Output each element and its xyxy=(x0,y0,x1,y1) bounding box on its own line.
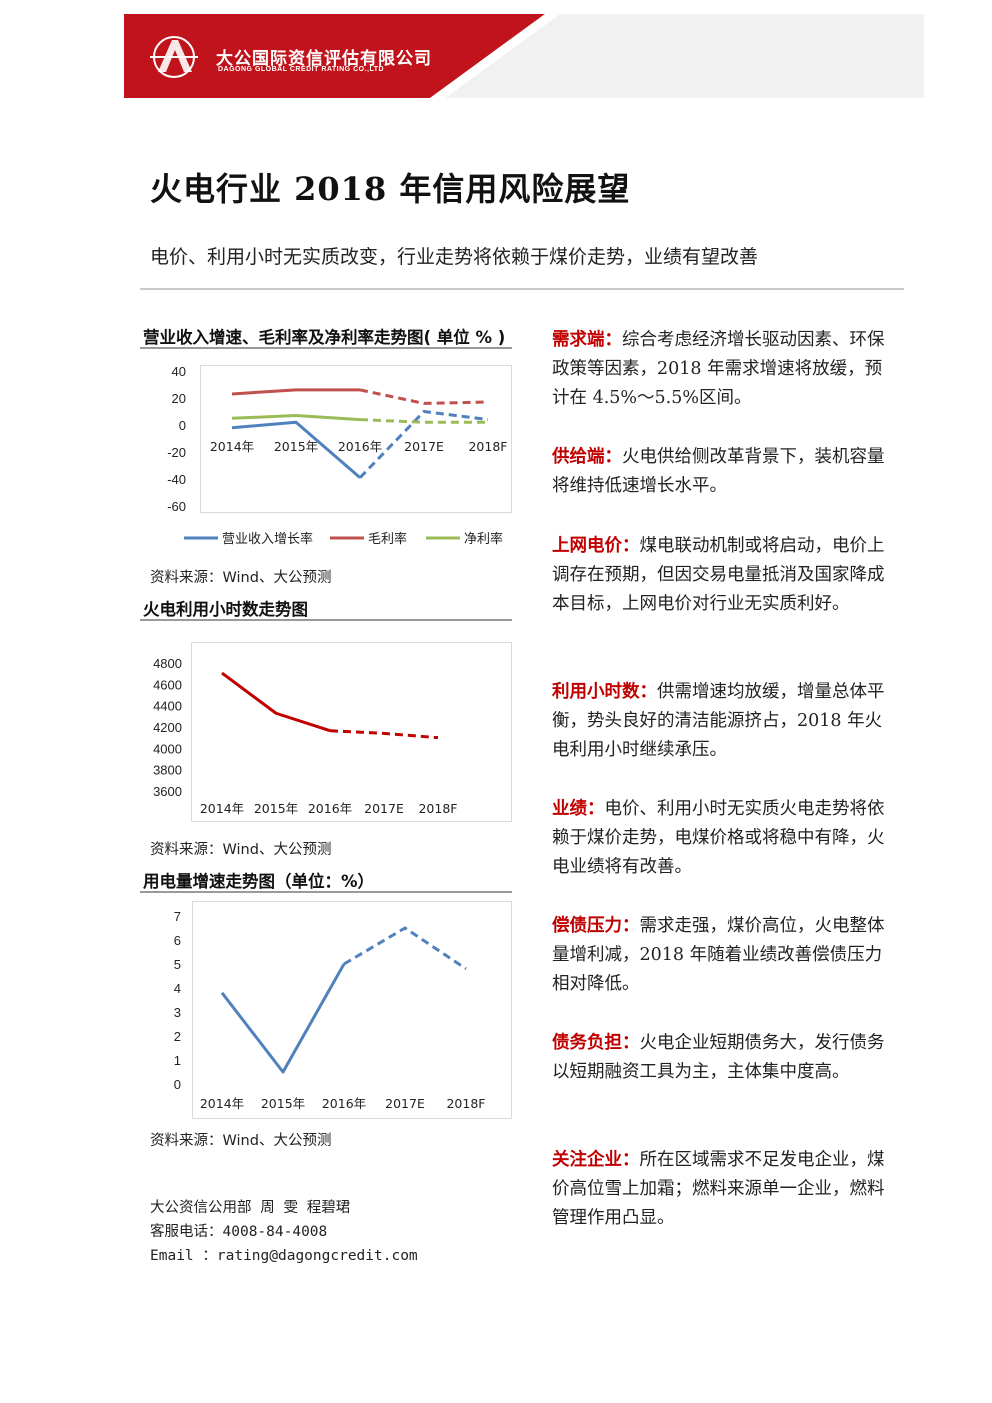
chart1-title: 营业收入增速、毛利率及净利率走势图( 单位 % ) xyxy=(143,328,506,347)
y-tick-label: 0 xyxy=(179,418,186,433)
x-tick-label: 2014年 xyxy=(210,439,254,454)
section-label: 供给端： xyxy=(552,447,622,467)
y-tick-label: 4000 xyxy=(153,741,182,756)
contact-authors: 大公资信公用部 周 雯 程碧珺 xyxy=(150,1200,351,1216)
legend-label: 营业收入增长率 xyxy=(222,531,313,547)
chart2-title: 火电利用小时数走势图 xyxy=(143,600,308,619)
section-grid-price: 上网电价：煤电联动机制或将启动，电价上调存在预期，但因交易电量抵消及国家降成本目… xyxy=(552,532,887,619)
y-tick-label: 4800 xyxy=(153,656,182,671)
section-text: 所在区域需求不足发电企业，煤价高位雪上加霜；燃料来源单一企业，燃料管理作用凸显。 xyxy=(552,1150,885,1228)
contact-email: Email ：rating@dagongcredit.com xyxy=(150,1248,418,1264)
company-name-en: DAGONG GLOBAL CREDIT RATING CO.,LTD xyxy=(218,66,385,73)
x-tick-label: 2015年 xyxy=(274,439,318,454)
divider xyxy=(140,288,904,290)
y-tick-label: 2 xyxy=(174,1029,181,1044)
y-tick-label: 20 xyxy=(172,391,186,406)
y-tick-label: -40 xyxy=(167,472,186,487)
y-tick-label: -60 xyxy=(167,499,186,514)
y-tick-label: 4600 xyxy=(153,677,182,692)
section-text: 供需增速均放缓，增量总体平衡，势头良好的清洁能源挤占，2018 年火电利用小时继… xyxy=(552,682,885,760)
series-line-forecast xyxy=(359,388,489,405)
chart1-source: 资料来源：Wind、大公预测 xyxy=(150,570,332,586)
chart3-title: 用电量增速走势图（单位：%） xyxy=(143,872,375,891)
x-tick-label: 2016年 xyxy=(338,439,382,454)
x-tick-label: 2014年 xyxy=(200,801,244,816)
section-utilization-hours: 利用小时数：供需增速均放缓，增量总体平衡，势头良好的清洁能源挤占，2018 年火… xyxy=(552,678,887,765)
x-tick-label: 2015年 xyxy=(261,1096,305,1111)
section-performance: 业绩：电价、利用小时无实质火电走势将依赖于煤价走势，电煤价格或将稳中有降，火电业… xyxy=(552,795,887,882)
y-tick-label: 40 xyxy=(172,364,186,379)
series-line-forecast xyxy=(358,409,489,479)
chart2-title-rule xyxy=(140,619,512,621)
x-tick-label: 2018F xyxy=(446,1096,485,1111)
section-label: 关注企业： xyxy=(552,1150,640,1170)
company-logo-icon xyxy=(150,36,198,78)
y-tick-label: 4400 xyxy=(153,699,182,714)
company-name-cn: 大公国际资信评估有限公司 xyxy=(216,49,432,69)
chart1-title-rule xyxy=(140,347,512,349)
x-tick-label: 2017E xyxy=(404,439,444,454)
section-text: 煤电联动机制或将启动，电价上调存在预期，但因交易电量抵消及国家降成本目标，上网电… xyxy=(552,536,885,614)
chart1-svg: 40 20 0 -20 -40 -60 2014年 2015年 2016年 2017E 2018F 营… xyxy=(167,364,507,547)
section-focus-companies: 关注企业：所在区域需求不足发电企业，煤价高位雪上加霜；燃料来源单一企业，燃料管理… xyxy=(552,1146,887,1233)
x-tick-label: 2014年 xyxy=(200,1096,244,1111)
series-line-actual xyxy=(221,671,331,733)
series-line-actual xyxy=(231,414,361,422)
y-tick-label: 3 xyxy=(174,1005,181,1020)
contact-phone: 客服电话：4008-84-4008 xyxy=(150,1224,328,1240)
chart2-plot-frame xyxy=(191,642,512,822)
x-tick-label: 2017E xyxy=(385,1096,425,1111)
y-tick-label: 5 xyxy=(174,957,181,972)
page-title: 火电行业 2018 年信用风险展望 xyxy=(150,170,631,208)
series-line-forecast xyxy=(329,729,439,740)
section-text: 综合考虑经济增长驱动因素、环保政策等因素，2018 年需求增速将放缓，预计在 4… xyxy=(552,330,885,408)
y-tick-label: 3800 xyxy=(153,763,182,778)
chart3-title-rule xyxy=(140,891,512,893)
chart3-svg: 7 6 5 4 3 2 1 0 2014年 2015年 2016年 2017E 2018F xyxy=(174,909,486,1111)
section-text: 需求走强，煤价高位，火电整体量增利减，2018 年随着业绩改善偿债压力相对降低。 xyxy=(552,916,885,994)
series-line-actual xyxy=(231,420,361,479)
y-tick-label: 6 xyxy=(174,933,181,948)
x-tick-label: 2016年 xyxy=(322,1096,366,1111)
y-tick-label: 4 xyxy=(174,981,181,996)
y-tick-label: 3600 xyxy=(153,784,182,799)
chart3-source: 资料来源：Wind、大公预测 xyxy=(150,1133,332,1149)
section-text: 火电企业短期债务大，发行债务以短期融资工具为主，主体集中度高。 xyxy=(552,1033,885,1082)
series-line-actual xyxy=(231,388,360,396)
x-tick-label: 2017E xyxy=(364,801,404,816)
section-label: 业绩： xyxy=(552,799,605,819)
y-tick-label: 1 xyxy=(174,1053,181,1068)
legend-label: 净利率 xyxy=(464,531,503,547)
x-tick-label: 2016年 xyxy=(308,801,352,816)
section-label: 需求端： xyxy=(552,330,622,350)
section-text: 电价、利用小时无实质火电走势将依赖于煤价走势，电煤价格或将稳中有降，火电业绩将有… xyxy=(552,799,885,877)
section-label: 利用小时数： xyxy=(552,682,657,702)
header-banner: 大公国际资信评估有限公司 DAGONG GLOBAL CREDIT RATING… xyxy=(0,0,992,100)
chart3-plot-frame xyxy=(192,901,512,1119)
section-demand: 需求端：综合考虑经济增长驱动因素、环保政策等因素，2018 年需求增速将放缓，预… xyxy=(552,326,887,413)
y-tick-label: 0 xyxy=(174,1077,181,1092)
series-line-forecast xyxy=(343,926,467,971)
section-label: 债务负担： xyxy=(552,1033,640,1053)
section-text: 火电供给侧改革背景下，装机容量将维持低速增长水平。 xyxy=(552,447,885,496)
banner-graphic xyxy=(124,14,924,98)
chart2-svg: 4800 4600 4400 4200 4000 3800 3600 2014年 2015年 20… xyxy=(153,656,457,816)
y-tick-label: -20 xyxy=(167,445,186,460)
series-line-forecast xyxy=(359,418,488,424)
section-debt-burden: 债务负担：火电企业短期债务大，发行债务以短期融资工具为主，主体集中度高。 xyxy=(552,1029,887,1087)
y-tick-label: 7 xyxy=(174,909,181,924)
x-tick-label: 2018F xyxy=(418,801,457,816)
section-debt-pressure: 偿债压力：需求走强，煤价高位，火电整体量增利减，2018 年随着业绩改善偿债压力… xyxy=(552,912,887,999)
y-tick-label: 4200 xyxy=(153,720,182,735)
x-tick-label: 2015年 xyxy=(254,801,298,816)
chart2-source: 资料来源：Wind、大公预测 xyxy=(150,842,332,858)
legend-label: 毛利率 xyxy=(368,531,407,547)
series-line-actual xyxy=(220,963,346,1074)
page-subtitle: 电价、利用小时无实质改变，行业走势将依赖于煤价走势，业绩有望改善 xyxy=(150,246,759,268)
section-label: 偿债压力： xyxy=(552,916,640,936)
x-tick-label: 2018F xyxy=(468,439,507,454)
section-label: 上网电价： xyxy=(552,536,640,556)
section-supply: 供给端：火电供给侧改革背景下，装机容量将维持低速增长水平。 xyxy=(552,443,887,501)
